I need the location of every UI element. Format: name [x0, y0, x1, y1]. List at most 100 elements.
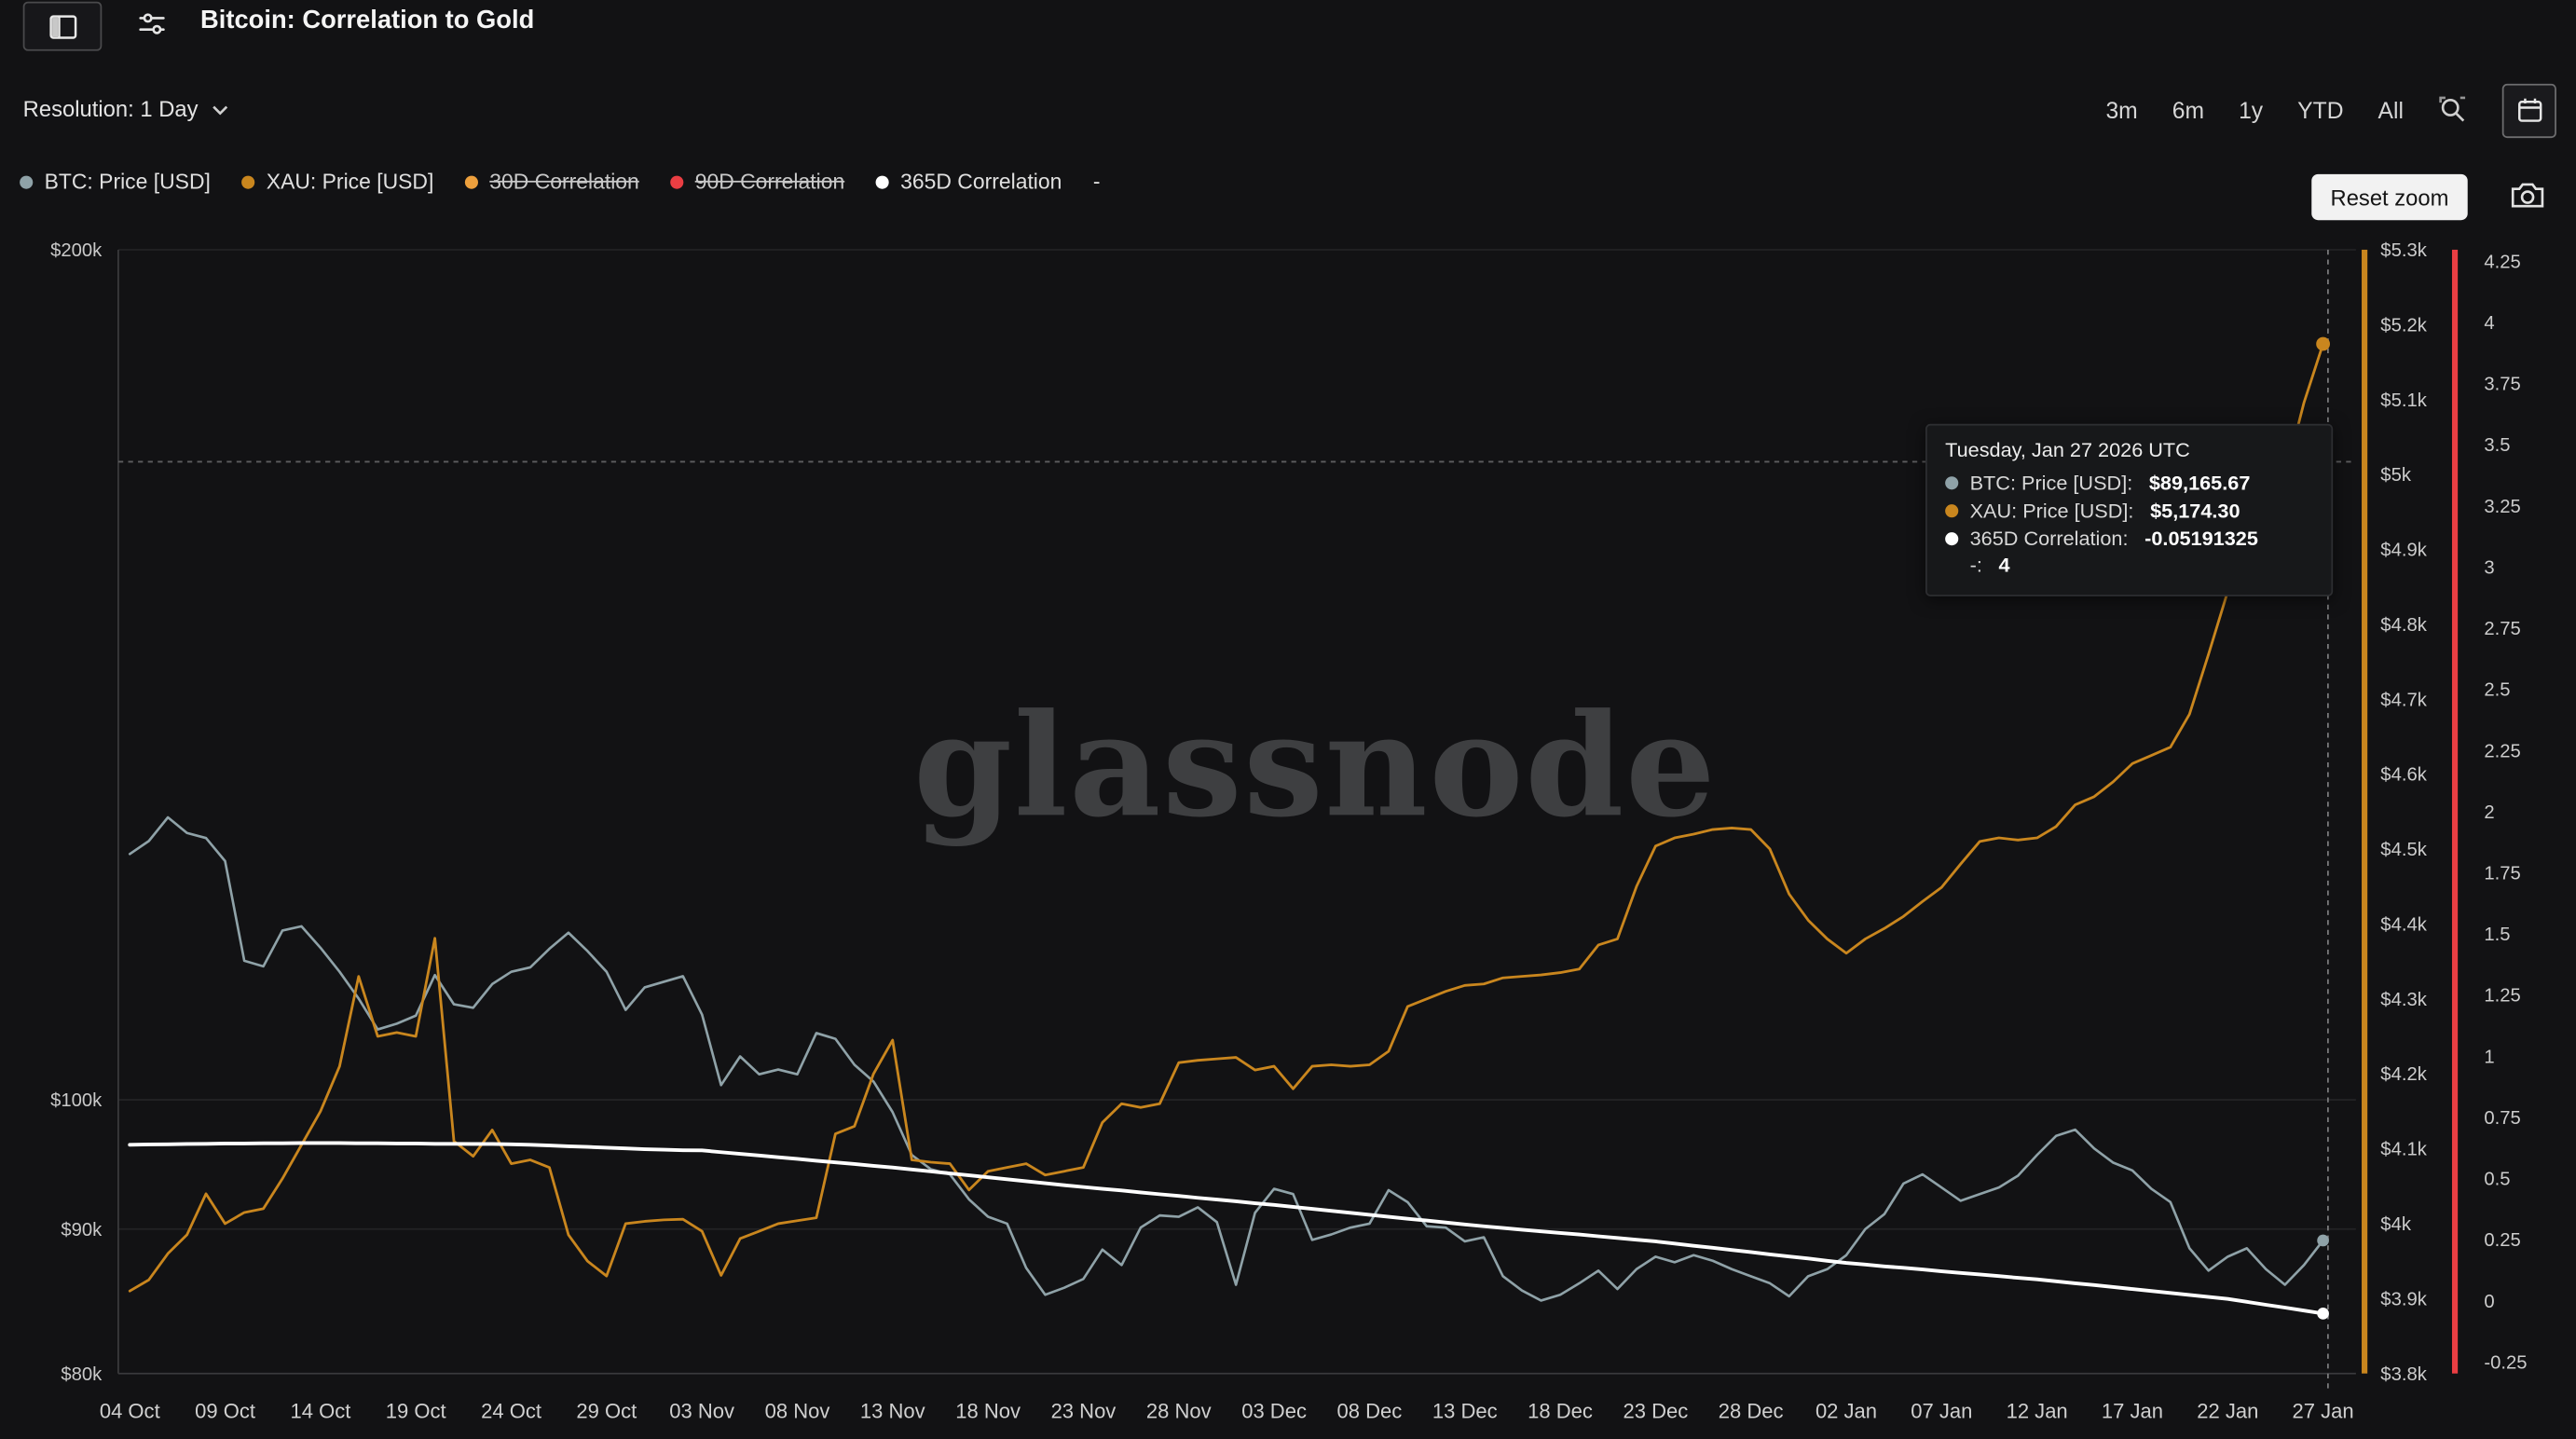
y-axis-left-label: $80k: [61, 1364, 103, 1385]
x-axis-label: 13 Dec: [1432, 1399, 1498, 1422]
range-button-all[interactable]: All: [2377, 97, 2404, 124]
sidebar-toggle-icon: [48, 14, 76, 38]
chart-tooltip: Tuesday, Jan 27 2026 UTC BTC: Price [USD…: [1925, 423, 2334, 597]
y-axis-left-label: $100k: [50, 1090, 103, 1111]
y-axis-gold-label: $5.3k: [2380, 240, 2427, 261]
y-axis-corr-label: 1.5: [2484, 925, 2510, 945]
y-axis-left-label: $200k: [50, 240, 103, 261]
x-axis-label: 27 Jan: [2293, 1399, 2354, 1422]
legend-item[interactable]: 30D Correlation: [464, 169, 639, 195]
legend-dot: [20, 174, 34, 188]
hover-point-dot: [2316, 336, 2331, 351]
tooltip-series-value: $89,165.67: [2148, 471, 2251, 495]
legend-item[interactable]: -: [1093, 170, 1101, 194]
legend-dot: [241, 174, 255, 188]
x-axis-label: 02 Jan: [1816, 1399, 1877, 1422]
tooltip-row: 365D Correlation: -0.05191325: [1945, 525, 2313, 553]
y-axis-gold-label: $5.2k: [2380, 315, 2427, 336]
y-axis-corr-label: 0.75: [2484, 1108, 2520, 1129]
x-axis-label: 24 Oct: [481, 1399, 541, 1422]
range-button-6m[interactable]: 6m: [2172, 97, 2205, 124]
y-axis-gold-label: $4.9k: [2380, 541, 2427, 561]
y-axis-corr-label: 4: [2484, 313, 2494, 334]
x-axis-label: 18 Dec: [1528, 1399, 1593, 1422]
x-axis-label: 04 Oct: [100, 1399, 160, 1422]
y-axis-gold-label: $5.1k: [2380, 391, 2427, 411]
x-axis-label: 28 Dec: [1719, 1399, 1784, 1422]
y-axis-gold-label: $4k: [2380, 1214, 2412, 1235]
y-axis-corr-label: 2.75: [2484, 619, 2520, 639]
legend-label: -: [1092, 169, 1101, 195]
range-button-1y[interactable]: 1y: [2239, 97, 2264, 124]
tooltip-series-dot: [1945, 532, 1959, 546]
legend-label: 30D Correlation: [489, 169, 639, 195]
resolution-dropdown[interactable]: Resolution: 1 Day: [23, 97, 228, 121]
legend-label: 90D Correlation: [694, 169, 845, 195]
y-axis-gold-label: $4.4k: [2380, 914, 2427, 935]
zoom-range-button[interactable]: [2438, 95, 2468, 125]
x-axis-label: 07 Jan: [1911, 1399, 1972, 1422]
chart-settings-icon: [138, 10, 166, 38]
tooltip-series-value: $5,174.30: [2150, 499, 2240, 523]
legend-dot: [670, 174, 684, 188]
y-axis-gold-label: $3.8k: [2380, 1364, 2427, 1385]
x-axis-label: 23 Dec: [1623, 1399, 1688, 1422]
range-button-ytd[interactable]: YTD: [2297, 97, 2344, 124]
legend-dot: [464, 174, 478, 188]
hover-point-dot: [2317, 1308, 2329, 1320]
x-axis-label: 12 Jan: [2007, 1399, 2068, 1422]
chevron-down-icon: [212, 104, 228, 115]
calendar-button[interactable]: [2501, 83, 2556, 138]
y-axis-corr-label: 0: [2484, 1292, 2494, 1312]
tooltip-rows: BTC: Price [USD]: $89,165.67 XAU: Price [U…: [1945, 470, 2313, 580]
x-axis-label: 28 Nov: [1146, 1399, 1212, 1422]
tooltip-row: BTC: Price [USD]: $89,165.67: [1945, 470, 2313, 498]
legend-label: 365D Correlation: [900, 169, 1062, 195]
x-axis-label: 13 Nov: [860, 1399, 925, 1422]
btc-price-usd--line: [128, 815, 2324, 1302]
y-axis-corr-label: 4.25: [2484, 252, 2520, 272]
camera-icon: [2511, 181, 2545, 209]
y-axis-corr-label: 1: [2484, 1047, 2494, 1067]
x-axis-label: 17 Jan: [2102, 1399, 2163, 1422]
x-axis-label: 03 Dec: [1241, 1399, 1307, 1422]
tooltip-series-label: BTC: Price [USD]:: [1969, 471, 2133, 495]
y-axis-gold-label: $4.7k: [2380, 690, 2427, 710]
tooltip-row: XAU: Price [USD]: $5,174.30: [1945, 498, 2313, 526]
x-axis-label: 23 Nov: [1051, 1399, 1117, 1422]
series-legend: BTC: Price [USD] XAU: Price [USD] 30D Corr…: [20, 169, 1101, 195]
x-axis-label: 19 Oct: [386, 1399, 446, 1422]
y-axis-gold-label: $4.5k: [2380, 840, 2427, 860]
365d-correlation-line: [128, 1141, 2325, 1316]
glassnode-watermark: glassnode: [913, 683, 1718, 850]
x-axis-label: 08 Nov: [765, 1399, 830, 1422]
x-axis-label: 14 Oct: [290, 1399, 350, 1422]
y-axis-left-label: $90k: [61, 1220, 103, 1240]
legend-item[interactable]: XAU: Price [USD]: [241, 170, 433, 194]
y-axis-corr-label: 3.25: [2484, 497, 2520, 517]
y-axis-corr-label: 3.75: [2484, 375, 2520, 395]
chart-settings-button[interactable]: [138, 10, 166, 38]
tooltip-series-label: 365D Correlation:: [1969, 527, 2129, 550]
tooltip-row: -: 4: [1945, 553, 2313, 581]
sidebar-toggle-button[interactable]: [22, 1, 103, 51]
legend-item[interactable]: 365D Correlation: [875, 169, 1062, 195]
reset-zoom-button[interactable]: Reset zoom: [2311, 173, 2468, 221]
y-axis-corr-label: 1.75: [2484, 863, 2520, 884]
legend-item[interactable]: 90D Correlation: [670, 170, 844, 194]
range-button-3m[interactable]: 3m: [2105, 97, 2138, 124]
time-range-group: 3m 6m 1y YTD All: [2105, 83, 2556, 138]
tooltip-series-dot: [1945, 504, 1959, 518]
resolution-label: Resolution: 1 Day: [22, 97, 199, 122]
x-axis-label: 29 Oct: [576, 1399, 637, 1422]
y-axis-corr-label: 2: [2484, 802, 2494, 823]
y-axis-corr-label: 3.5: [2484, 435, 2510, 456]
y-axis-corr-label: 0.5: [2484, 1170, 2510, 1190]
legend-dot: [875, 174, 889, 188]
screenshot-button[interactable]: [2511, 181, 2545, 209]
legend-item[interactable]: BTC: Price [USD]: [20, 170, 211, 194]
tooltip-series-label: XAU: Price [USD]:: [1969, 499, 2134, 523]
